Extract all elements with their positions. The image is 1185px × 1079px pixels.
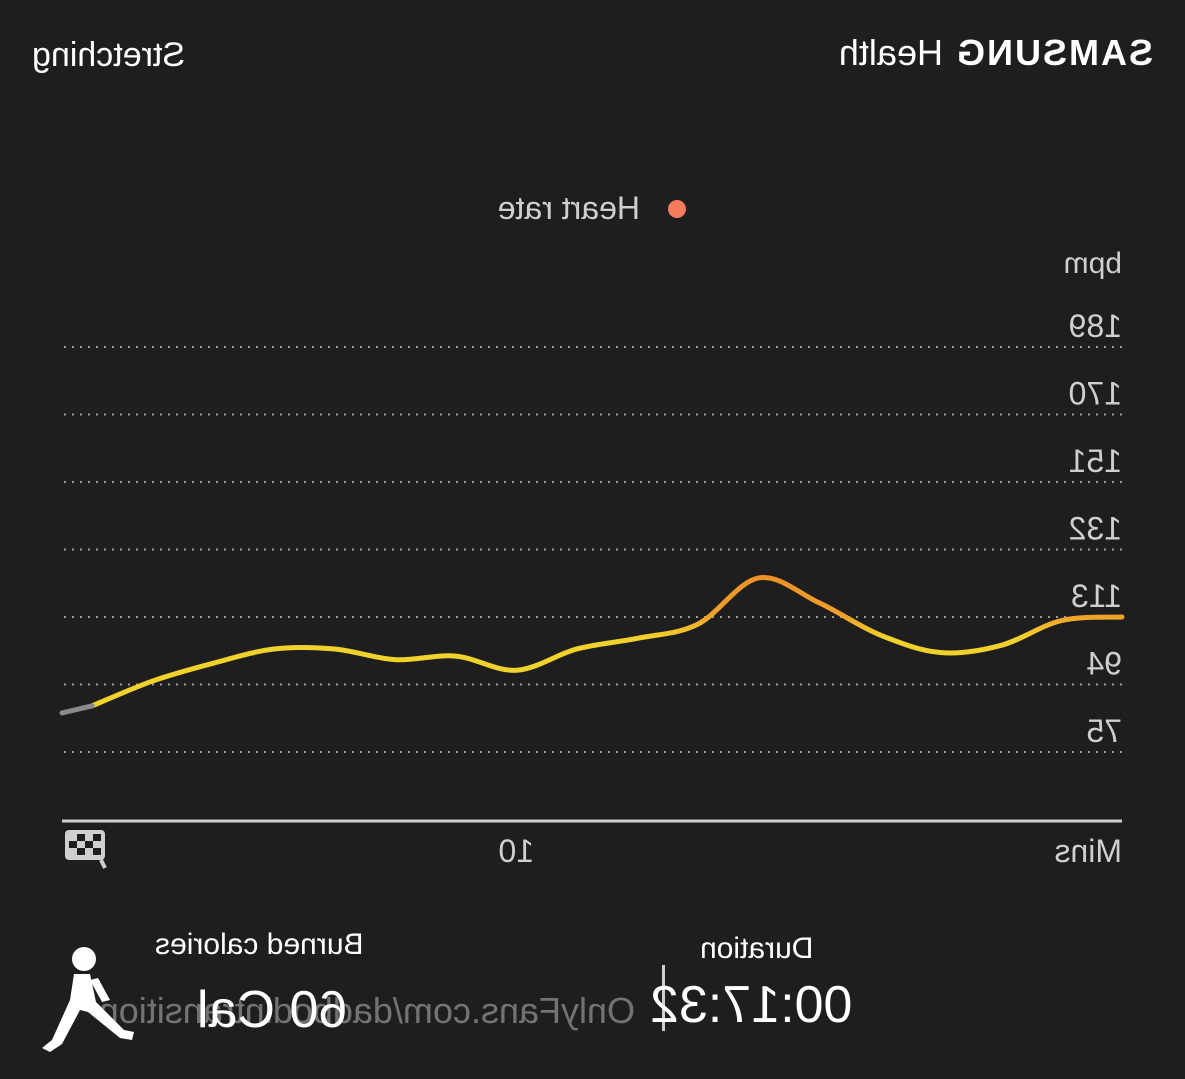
y-tick-label: 170	[1069, 376, 1122, 412]
duration-value: 00:17:32	[650, 976, 853, 1034]
finish-flag-icon	[65, 830, 107, 869]
burned-calories-label: Burned calories	[155, 928, 364, 961]
y-tick-label: 75	[1086, 713, 1122, 749]
watermark-text: OnlyFans.com/dadbodintransition	[98, 990, 635, 1031]
y-tick-label: 151	[1069, 443, 1122, 479]
x-axis-unit: Mins	[1054, 833, 1122, 869]
heart-rate-series-line	[89, 575, 1125, 709]
y-tick-label: 189	[1069, 308, 1122, 344]
y-axis-unit: bpm	[1064, 247, 1122, 280]
x-tick-label: 10	[498, 833, 534, 869]
chart-grid	[62, 346, 1122, 753]
y-tick-label: 113	[1071, 578, 1122, 614]
y-tick-label: 94	[1086, 646, 1122, 682]
y-tick-label: 132	[1069, 511, 1122, 547]
y-axis-ticks: 75 94 113 132 151 170 189	[1069, 308, 1122, 749]
heart-rate-series-end	[59, 703, 95, 716]
heart-rate-chart: 75 94 113 132 151 170 189 bpm 10 Mins	[59, 247, 1125, 869]
stretching-person-icon	[42, 947, 134, 1052]
duration-label: Duration	[700, 932, 814, 965]
x-axis-ticks: 10	[498, 833, 534, 869]
